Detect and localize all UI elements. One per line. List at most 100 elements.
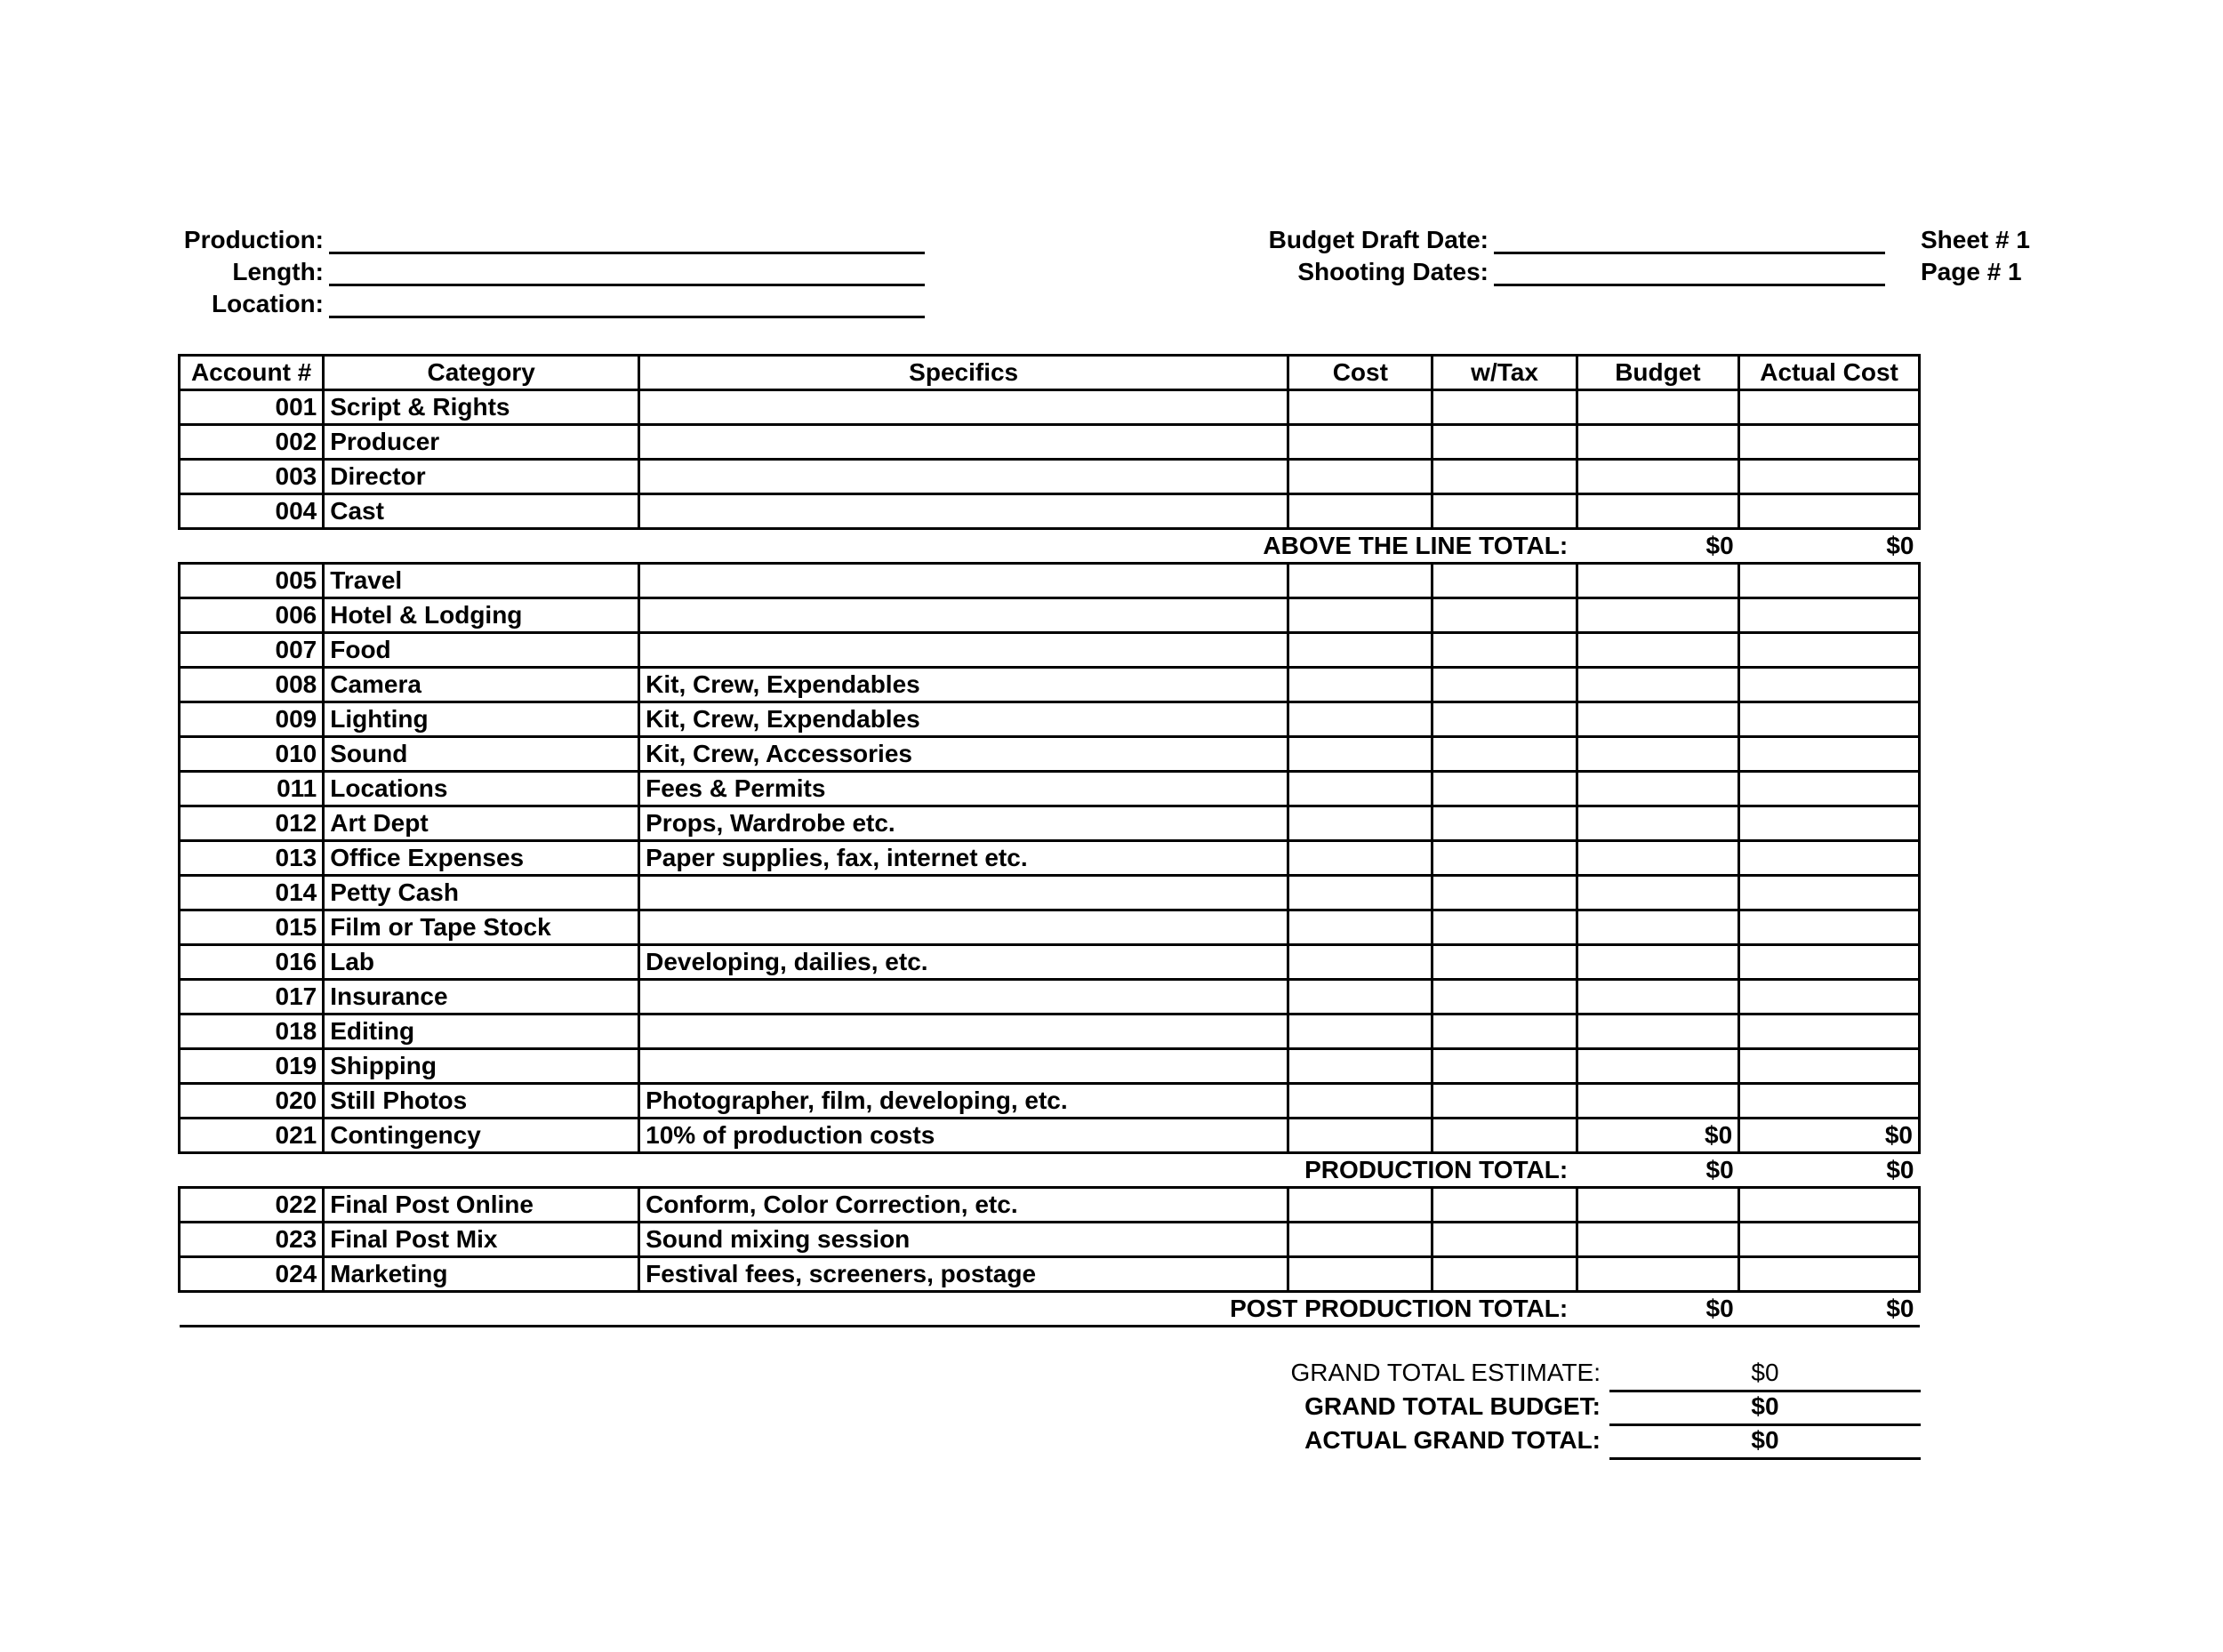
account-cell: 015 — [180, 910, 324, 945]
header-block: Production: Length: Location: Budget Dra… — [178, 222, 2045, 318]
budget-cell — [1577, 1257, 1739, 1292]
col-budget: Budget — [1577, 356, 1739, 390]
wtax-cell — [1433, 772, 1577, 806]
actual-cell — [1739, 876, 1920, 910]
budget-cell — [1577, 460, 1739, 494]
length-field: Length: — [178, 254, 925, 286]
budget-cell — [1577, 1014, 1739, 1049]
grand-estimate-value: $0 — [1609, 1359, 1921, 1390]
subtotal-row: ABOVE THE LINE TOTAL:$0$0 — [180, 529, 1920, 564]
account-cell: 020 — [180, 1084, 324, 1119]
budget-sheet: Production: Length: Location: Budget Dra… — [0, 0, 2223, 1549]
cost-cell — [1288, 1119, 1433, 1153]
cost-cell — [1288, 425, 1433, 460]
actual-cell — [1739, 1049, 1920, 1084]
shooting-dates-field: Shooting Dates: — [1227, 254, 1885, 286]
category-cell: Final Post Mix — [324, 1223, 639, 1257]
specifics-cell: Festival fees, screeners, postage — [639, 1257, 1288, 1292]
category-cell: Hotel & Lodging — [324, 598, 639, 633]
budget-cell: $0 — [1577, 1119, 1739, 1153]
category-cell: Art Dept — [324, 806, 639, 841]
actual-cell — [1739, 980, 1920, 1014]
wtax-cell — [1433, 390, 1577, 425]
budget-cell — [1577, 633, 1739, 668]
subtotal-budget: $0 — [1577, 1153, 1739, 1188]
wtax-cell — [1433, 1119, 1577, 1153]
wtax-cell — [1433, 494, 1577, 529]
budget-draft-field: Budget Draft Date: — [1227, 222, 1885, 254]
grand-budget-label: GRAND TOTAL BUDGET: — [178, 1392, 1609, 1426]
account-cell: 003 — [180, 460, 324, 494]
account-cell: 017 — [180, 980, 324, 1014]
cost-cell — [1288, 1257, 1433, 1292]
actual-cell — [1739, 737, 1920, 772]
specifics-cell: Sound mixing session — [639, 1223, 1288, 1257]
budget-cell — [1577, 806, 1739, 841]
account-cell: 002 — [180, 425, 324, 460]
specifics-cell: Props, Wardrobe etc. — [639, 806, 1288, 841]
budget-cell — [1577, 668, 1739, 702]
category-cell: Office Expenses — [324, 841, 639, 876]
length-label: Length: — [178, 258, 329, 286]
wtax-cell — [1433, 460, 1577, 494]
category-cell: Film or Tape Stock — [324, 910, 639, 945]
actual-grand-total-row: ACTUAL GRAND TOTAL: $0 — [178, 1426, 2045, 1460]
table-row: 003Director — [180, 460, 1920, 494]
actual-cell — [1739, 425, 1920, 460]
table-row: 002Producer — [180, 425, 1920, 460]
table-row: 020Still PhotosPhotographer, film, devel… — [180, 1084, 1920, 1119]
actual-cell — [1739, 494, 1920, 529]
subtotal-label: POST PRODUCTION TOTAL: — [180, 1292, 1577, 1327]
production-field: Production: — [178, 222, 925, 254]
category-cell: Lab — [324, 945, 639, 980]
table-row: 007Food — [180, 633, 1920, 668]
account-cell: 006 — [180, 598, 324, 633]
table-row: 019Shipping — [180, 1049, 1920, 1084]
actual-cell — [1739, 564, 1920, 598]
category-cell: Camera — [324, 668, 639, 702]
actual-cell — [1739, 841, 1920, 876]
account-cell: 004 — [180, 494, 324, 529]
wtax-cell — [1433, 945, 1577, 980]
grand-actual-label: ACTUAL GRAND TOTAL: — [178, 1426, 1609, 1460]
cost-cell — [1288, 494, 1433, 529]
specifics-cell: Paper supplies, fax, internet etc. — [639, 841, 1288, 876]
actual-cell — [1739, 460, 1920, 494]
table-row: 015Film or Tape Stock — [180, 910, 1920, 945]
subtotal-budget: $0 — [1577, 1292, 1739, 1327]
subtotal-budget: $0 — [1577, 529, 1739, 564]
budget-cell — [1577, 702, 1739, 737]
account-cell: 012 — [180, 806, 324, 841]
cost-cell — [1288, 876, 1433, 910]
actual-cell — [1739, 945, 1920, 980]
specifics-cell — [639, 390, 1288, 425]
cost-cell — [1288, 390, 1433, 425]
cost-cell — [1288, 910, 1433, 945]
budget-cell — [1577, 1188, 1739, 1223]
account-cell: 022 — [180, 1188, 324, 1223]
cost-cell — [1288, 564, 1433, 598]
account-cell: 009 — [180, 702, 324, 737]
account-cell: 007 — [180, 633, 324, 668]
category-cell: Sound — [324, 737, 639, 772]
wtax-cell — [1433, 1223, 1577, 1257]
cost-cell — [1288, 668, 1433, 702]
table-row: 005Travel — [180, 564, 1920, 598]
budget-cell — [1577, 425, 1739, 460]
location-label: Location: — [178, 290, 329, 318]
budget-cell — [1577, 980, 1739, 1014]
specifics-cell — [639, 598, 1288, 633]
actual-cell — [1739, 910, 1920, 945]
account-cell: 019 — [180, 1049, 324, 1084]
page-number: Page # 1 — [1921, 254, 2022, 286]
grand-total-estimate-row: GRAND TOTAL ESTIMATE: $0 — [178, 1359, 2045, 1392]
grand-actual-value: $0 — [1609, 1426, 1921, 1457]
specifics-cell — [639, 980, 1288, 1014]
grand-budget-value: $0 — [1609, 1392, 1921, 1423]
category-cell: Director — [324, 460, 639, 494]
table-row: 008CameraKit, Crew, Expendables — [180, 668, 1920, 702]
wtax-cell — [1433, 1014, 1577, 1049]
budget-cell — [1577, 841, 1739, 876]
wtax-cell — [1433, 910, 1577, 945]
budget-draft-label: Budget Draft Date: — [1227, 226, 1494, 254]
